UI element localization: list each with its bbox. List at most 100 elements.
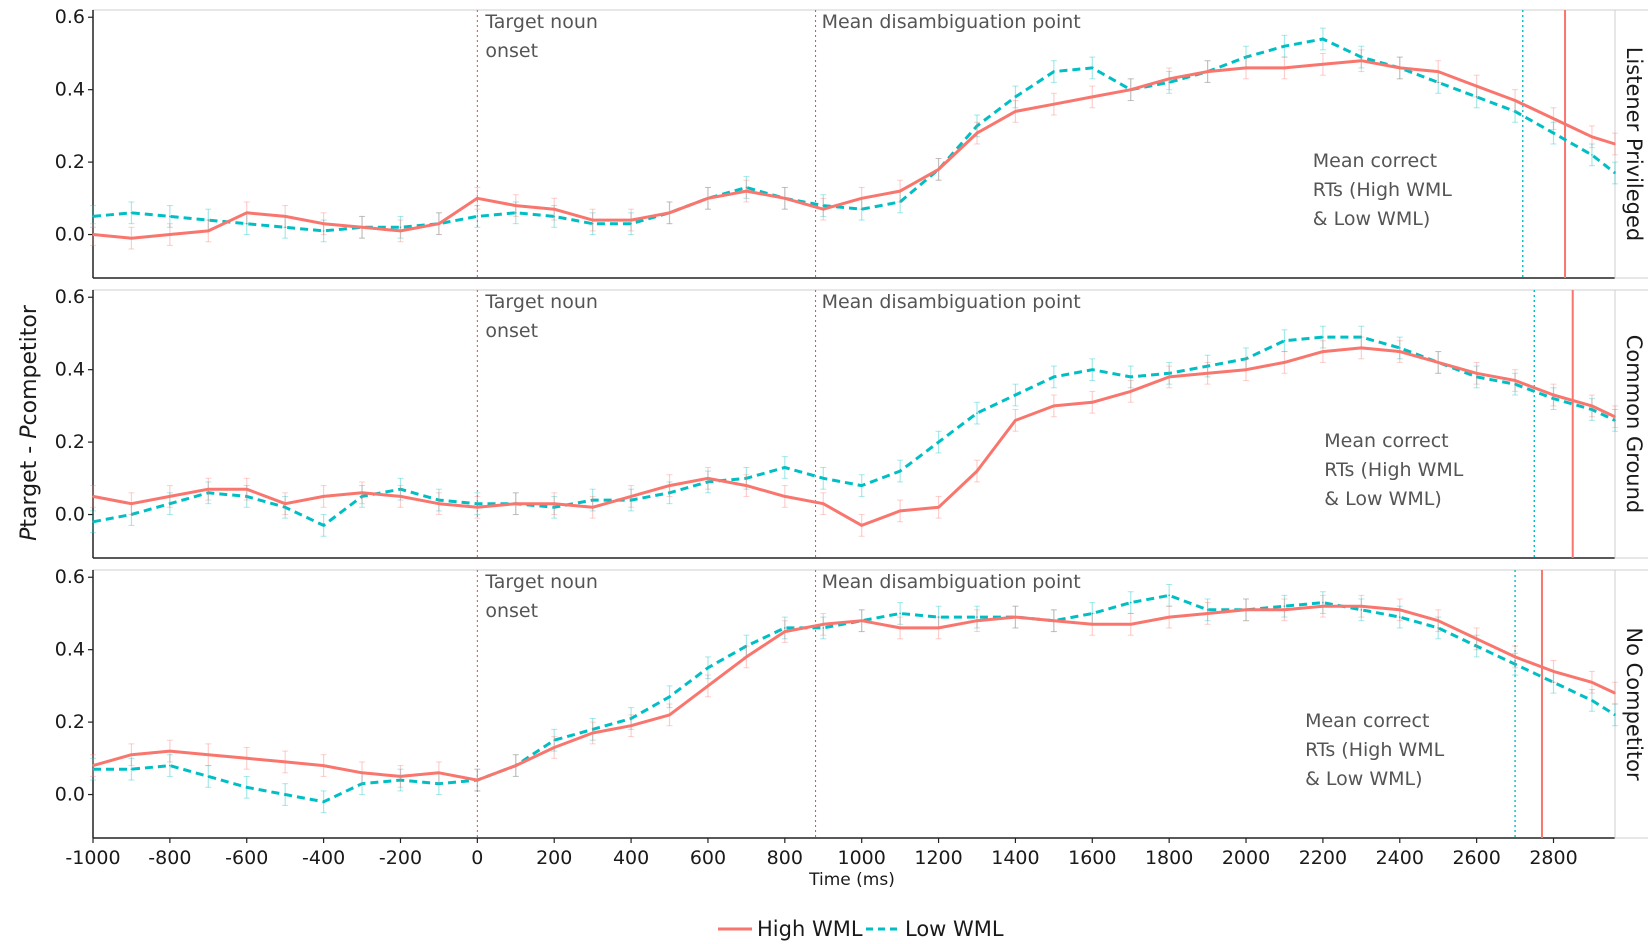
data-point [1129,390,1132,393]
data-point [1552,117,1555,120]
data-point [1245,368,1247,371]
data-point [1322,336,1324,338]
data-point [1360,56,1363,58]
data-point [207,488,210,490]
onset-annotation-line2: onset [485,40,538,62]
data-point [707,481,709,483]
x-tick-label: 2400 [1376,847,1424,869]
data-point [1614,172,1616,174]
data-point [1245,358,1247,360]
data-point [1591,154,1593,156]
data-point [707,197,709,200]
data-point [707,477,709,480]
data-point [1245,56,1247,58]
data-point [130,513,133,516]
data-point [169,750,171,752]
data-point [1283,45,1286,48]
strip-box [1614,569,1648,839]
data-point [1398,347,1401,349]
data-point [1614,419,1616,422]
data-point [169,495,171,498]
y-axis-label: Ptarget - Pcompetitor [17,304,42,541]
data-point [1206,365,1209,367]
data-point [1475,96,1478,98]
data-point [1614,714,1616,716]
data-point [899,612,901,615]
data-point [1591,681,1593,684]
data-point [399,226,402,229]
data-point [1168,78,1170,80]
data-point [399,488,402,490]
data-point [1014,419,1017,422]
x-tick-label: 1400 [991,847,1039,869]
data-point [1322,601,1324,604]
data-point [668,484,671,487]
data-point [169,502,171,505]
data-point [976,132,978,134]
data-point [1398,616,1401,618]
data-point [207,492,210,494]
data-point [1129,88,1132,91]
data-point [322,222,325,225]
data-point [745,645,748,647]
data-point [1514,383,1516,385]
strip-label: Common Ground [1622,335,1646,514]
y-tick-label: 0.2 [55,431,85,453]
data-point [784,630,786,633]
rt-annotation-line1: Mean correct [1313,150,1437,172]
data-point [976,619,978,622]
x-tick-label: 2600 [1452,847,1500,869]
x-tick-label: -400 [302,847,345,869]
data-point [245,495,248,498]
data-point [92,764,94,767]
data-point [1552,394,1555,396]
y-tick-label: 0.0 [55,504,85,526]
disambiguation-annotation: Mean disambiguation point [822,11,1081,33]
data-point [245,222,248,225]
data-point [707,666,709,669]
data-point [745,186,748,189]
onset-annotation-line1: Target noun [484,291,598,313]
data-point [1475,372,1478,375]
data-point [1591,699,1593,702]
rt-annotation-line3: & Low WML) [1305,768,1423,790]
data-point [1283,339,1286,342]
data-point [245,488,248,490]
data-point [822,208,825,210]
data-point [1437,361,1440,364]
data-point [438,502,440,505]
series-line [93,593,1616,804]
data-point [130,502,133,505]
data-point [1475,645,1478,647]
data-point [1091,623,1094,626]
data-point [1206,609,1209,611]
data-point [1053,70,1055,73]
data-point [1360,609,1363,611]
data-point [553,506,556,509]
y-tick-label: 0.4 [55,359,85,381]
data-point [630,717,632,720]
data-point [1398,67,1401,69]
data-point [745,477,748,480]
disambiguation-annotation: Mean disambiguation point [822,291,1081,313]
data-point [591,219,594,221]
data-point [822,477,825,480]
data-point [1283,67,1286,69]
data-point [1283,605,1286,608]
data-point [92,233,94,236]
data-point [899,627,901,629]
data-point [476,506,479,509]
data-point [591,499,594,501]
data-point [476,197,479,200]
data-point [284,502,286,505]
data-point [937,627,940,629]
data-point [361,495,363,498]
rt-annotation-line2: RTs (High WML [1313,179,1453,201]
x-tick-label: 1600 [1068,847,1116,869]
series-high-wml [90,594,1618,792]
data-point [1091,612,1094,615]
data-point [1206,612,1209,615]
rt-annotation-line1: Mean correct [1324,430,1448,452]
data-point [937,168,940,171]
